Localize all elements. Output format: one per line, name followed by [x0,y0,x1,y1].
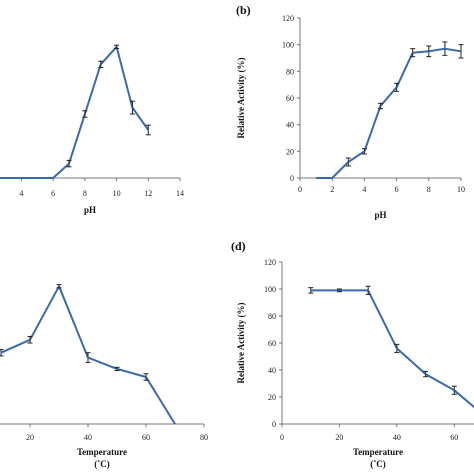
x-tick-label: 2 [330,185,334,194]
series-line [310,289,474,409]
y-tick-label: 0 [272,420,276,429]
y-tick-label: 100 [264,285,276,294]
x-tick-label: 6 [51,189,55,198]
panel-label: (b) [236,3,251,17]
x-tick-label: 60 [450,433,458,442]
data-point [460,50,462,52]
data-point [310,289,312,291]
x-tick-label: 10 [457,185,465,194]
x-axis-label: Temperature [353,447,403,457]
y-tick-label: 20 [286,147,294,156]
data-point [444,48,446,50]
data-point [396,347,398,349]
y-tick-label: 60 [286,94,294,103]
data-point [363,150,365,152]
data-point [428,50,430,52]
data-point [68,163,70,165]
y-tick-label: 0 [290,174,294,183]
data-point [347,161,349,163]
x-tick-label: 20 [335,433,343,442]
data-point [315,177,317,179]
panel-label: (d) [231,239,246,253]
x-tick-label: 10 [113,189,121,198]
y-tick-label: 80 [268,312,276,321]
data-point [147,129,149,131]
x-tick-label: 8 [427,185,431,194]
data-point [367,289,369,291]
x-axis-unit-label: (˚C) [370,459,386,469]
y-tick-label: 40 [286,121,294,130]
series-line [316,47,462,179]
data-point [58,285,60,287]
y-tick-label: 40 [268,366,276,375]
data-point [29,339,31,341]
data-point [0,352,2,354]
data-point [52,177,54,179]
chart-panel-3: 20 40 60 80 Temperature (˚C) [0,284,208,469]
data-point [331,177,333,179]
data-point [412,52,414,54]
data-point [84,113,86,115]
x-tick-label: 20 [26,433,34,442]
y-tick-label: 120 [282,14,294,23]
y-axis-label: Relative Activity (%) [236,58,246,139]
data-point [116,368,118,370]
y-tick-label: 60 [268,339,276,348]
data-point [453,389,455,391]
chart-panel-1: 4 6 8 10 12 14 pH [0,44,184,215]
chart-panel-4: 0 20 40 60 0 20 40 60 80 100 120 Temperature (˚C) Rel… [231,239,474,469]
x-tick-label: 0 [298,185,302,194]
x-axis-unit-label: (˚C) [94,459,110,469]
series-line [0,45,150,179]
data-point [396,86,398,88]
x-axis-label: pH [374,210,386,220]
data-point [20,177,23,179]
data-point [174,423,176,425]
y-axis-label: Relative Activity (%) [236,303,246,384]
x-tick-label: 12 [144,189,152,198]
x-tick-label: 6 [395,185,399,194]
y-tick-label: 100 [282,41,294,50]
data-point [131,107,134,109]
x-tick-label: 60 [142,433,150,442]
y-tick-label: 20 [268,393,276,402]
x-tick-label: 4 [19,189,23,198]
x-axis-label: Temperature [77,447,127,457]
y-tick-label: 80 [286,67,294,76]
x-tick-label: 0 [280,433,284,442]
y-tick-label: 120 [264,258,276,267]
data-point [424,373,427,375]
x-tick-label: 40 [393,433,401,442]
x-tick-label: 8 [83,189,87,198]
data-point [100,63,102,65]
data-point [338,289,341,291]
data-point [87,356,89,359]
x-tick-label: 40 [84,433,92,442]
data-point [145,376,147,378]
x-tick-label: 14 [176,189,184,198]
data-point [379,105,382,107]
x-axis-label: pH [84,205,96,215]
data-point [115,46,118,48]
x-tick-label: 80 [200,433,208,442]
x-tick-label: 4 [362,185,366,194]
